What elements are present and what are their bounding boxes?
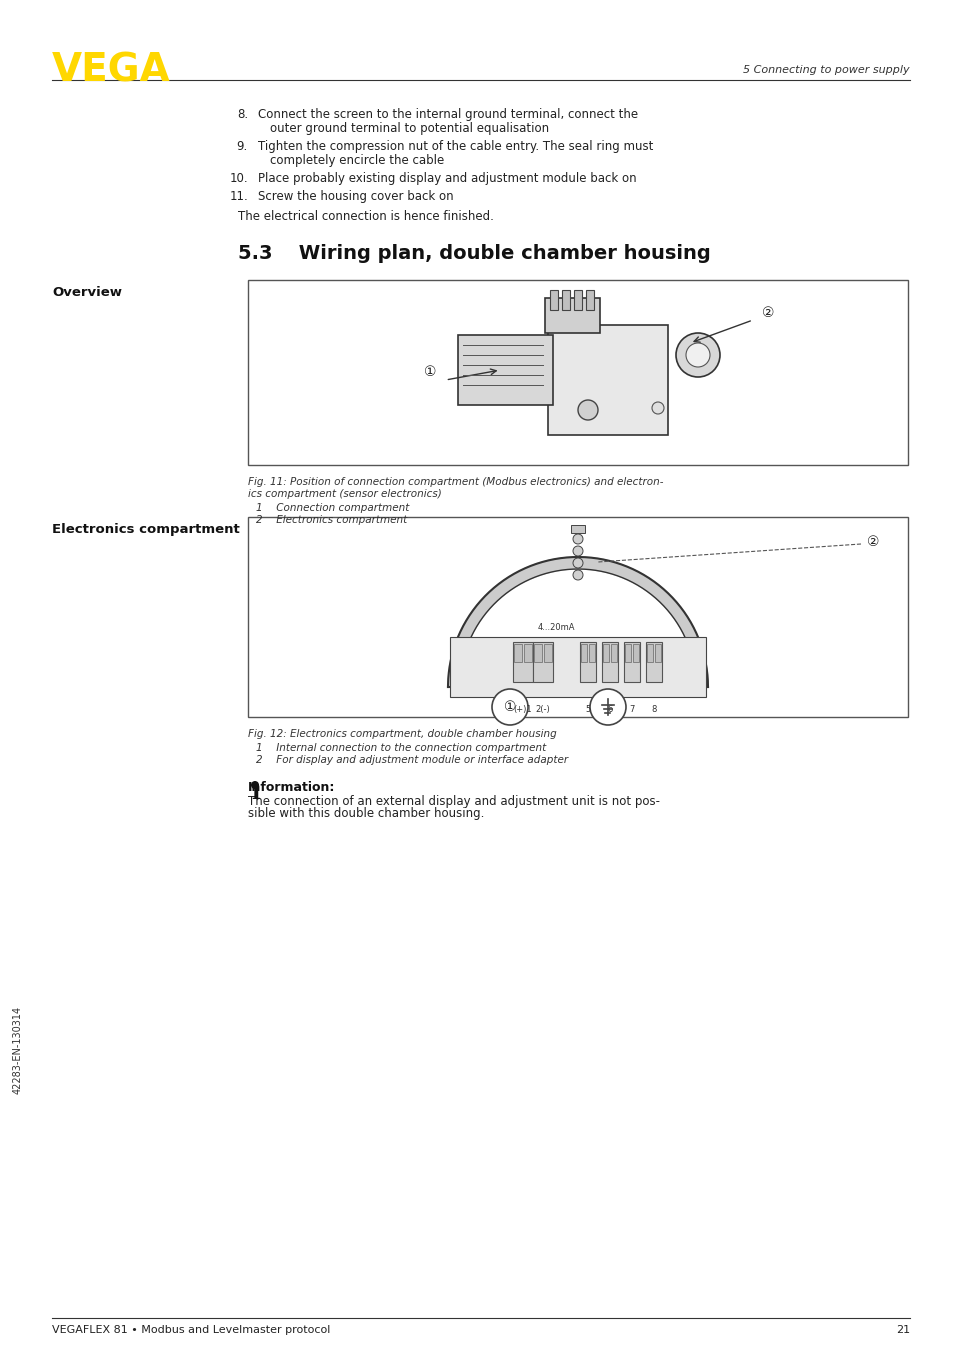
Text: ②: ②	[866, 535, 879, 548]
Bar	[571, 525, 584, 533]
Text: The connection of an external display and adjustment unit is not pos-: The connection of an external display an…	[248, 795, 659, 808]
Text: 21: 21	[895, 1326, 909, 1335]
Bar	[248, 517, 907, 718]
Text: sible with this double chamber housing.: sible with this double chamber housing.	[248, 807, 484, 821]
Bar	[248, 280, 907, 464]
Bar	[610, 645, 617, 662]
Text: completely encircle the cable: completely encircle the cable	[270, 154, 444, 167]
Bar	[588, 645, 595, 662]
Text: Fig. 11: Position of connection compartment (Modbus electronics) and electron-: Fig. 11: Position of connection compartm…	[248, 477, 662, 487]
Bar	[601, 642, 618, 682]
Text: Electronics compartment: Electronics compartment	[52, 523, 239, 536]
Text: Connect the screen to the internal ground terminal, connect the: Connect the screen to the internal groun…	[257, 108, 638, 121]
Circle shape	[685, 343, 709, 367]
Bar	[457, 334, 553, 405]
Text: Information:: Information:	[248, 781, 335, 793]
Bar	[602, 645, 608, 662]
Bar	[523, 645, 532, 662]
Text: 7: 7	[629, 705, 634, 714]
Bar	[450, 636, 705, 697]
Text: outer ground terminal to potential equalisation: outer ground terminal to potential equal…	[270, 122, 549, 135]
Text: VEGA: VEGA	[52, 51, 171, 89]
Text: 5: 5	[585, 705, 590, 714]
Bar	[574, 290, 582, 310]
Text: The electrical connection is hence finished.: The electrical connection is hence finis…	[237, 210, 494, 223]
Bar	[655, 645, 660, 662]
Text: ①: ①	[424, 366, 436, 379]
Bar	[623, 642, 639, 682]
Text: (+)1: (+)1	[513, 705, 532, 714]
Bar	[513, 642, 533, 682]
Bar	[543, 645, 552, 662]
Text: Place probably existing display and adjustment module back on: Place probably existing display and adju…	[257, 172, 636, 185]
Text: ①: ①	[503, 700, 516, 714]
Bar	[645, 642, 661, 682]
Circle shape	[573, 533, 582, 544]
Text: Overview: Overview	[52, 286, 122, 299]
Bar	[533, 642, 553, 682]
Circle shape	[573, 570, 582, 580]
Bar	[514, 645, 521, 662]
Text: 42283-EN-130314: 42283-EN-130314	[13, 1006, 23, 1094]
Text: 1  Internal connection to the connection compartment: 1 Internal connection to the connection …	[255, 743, 546, 753]
Text: 8.: 8.	[236, 108, 248, 121]
Bar	[545, 298, 599, 333]
Bar	[586, 290, 594, 310]
Text: ics compartment (sensor electronics): ics compartment (sensor electronics)	[248, 489, 441, 500]
Circle shape	[251, 781, 258, 789]
Bar	[633, 645, 639, 662]
Text: Screw the housing cover back on: Screw the housing cover back on	[257, 190, 453, 203]
Text: 5.3  Wiring plan, double chamber housing: 5.3 Wiring plan, double chamber housing	[237, 244, 710, 263]
Bar	[534, 645, 541, 662]
Text: ②: ②	[760, 306, 774, 320]
Bar	[547, 325, 667, 435]
Text: 2(-): 2(-)	[535, 705, 550, 714]
Text: Fig. 12: Electronics compartment, double chamber housing: Fig. 12: Electronics compartment, double…	[248, 728, 557, 739]
Text: 11.: 11.	[229, 190, 248, 203]
Bar	[550, 290, 558, 310]
Text: Tighten the compression nut of the cable entry. The seal ring must: Tighten the compression nut of the cable…	[257, 139, 653, 153]
Polygon shape	[448, 556, 707, 686]
Bar	[580, 645, 586, 662]
Text: 10.: 10.	[229, 172, 248, 185]
Circle shape	[578, 399, 598, 420]
Circle shape	[573, 558, 582, 567]
Text: 4...20mA: 4...20mA	[537, 623, 575, 632]
Circle shape	[492, 689, 527, 724]
Bar	[646, 645, 652, 662]
Text: 1  Connection compartment: 1 Connection compartment	[255, 502, 409, 513]
Circle shape	[589, 689, 625, 724]
Text: 8: 8	[651, 705, 656, 714]
Text: 2  Electronics compartment: 2 Electronics compartment	[255, 515, 407, 525]
Text: 5 Connecting to power supply: 5 Connecting to power supply	[742, 65, 909, 74]
Text: VEGAFLEX 81 • Modbus and Levelmaster protocol: VEGAFLEX 81 • Modbus and Levelmaster pro…	[52, 1326, 330, 1335]
Bar	[562, 290, 570, 310]
Text: 6: 6	[607, 705, 612, 714]
Circle shape	[573, 546, 582, 556]
Circle shape	[676, 333, 720, 376]
Text: 2  For display and adjustment module or interface adapter: 2 For display and adjustment module or i…	[255, 756, 568, 765]
Bar	[579, 642, 596, 682]
Text: i: i	[251, 783, 259, 804]
Text: 9.: 9.	[236, 139, 248, 153]
Circle shape	[651, 402, 663, 414]
Bar	[624, 645, 630, 662]
